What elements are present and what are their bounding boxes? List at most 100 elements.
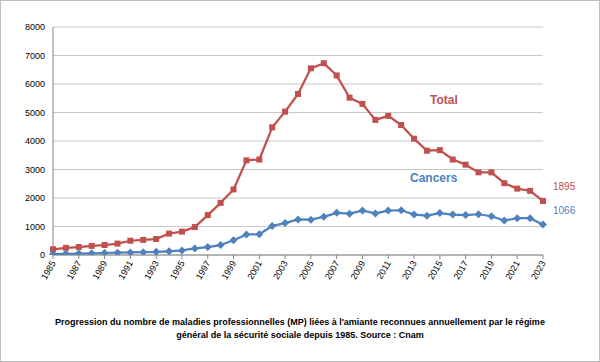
point-marker bbox=[359, 101, 365, 107]
point-marker bbox=[513, 214, 521, 222]
point-marker bbox=[204, 243, 212, 251]
point-marker bbox=[152, 248, 160, 255]
point-marker bbox=[539, 221, 547, 229]
x-tick-label: 1987 bbox=[65, 259, 84, 281]
y-tick-label: 0 bbox=[40, 250, 45, 260]
point-marker bbox=[205, 212, 211, 218]
point-marker bbox=[398, 122, 404, 128]
point-marker bbox=[282, 109, 288, 115]
point-marker bbox=[126, 248, 134, 255]
grid-line bbox=[53, 141, 543, 142]
point-marker bbox=[333, 209, 341, 217]
x-tick bbox=[104, 255, 105, 259]
y-tick-label: 5000 bbox=[25, 108, 45, 118]
point-marker bbox=[178, 246, 186, 254]
point-marker bbox=[166, 231, 172, 237]
x-tick bbox=[336, 255, 337, 259]
point-marker bbox=[76, 244, 82, 250]
point-marker bbox=[384, 207, 392, 215]
x-tick-label: 2011 bbox=[375, 259, 393, 281]
y-tick-label: 4000 bbox=[25, 136, 45, 146]
grid-line bbox=[53, 84, 543, 85]
x-tick-label: 2019 bbox=[477, 259, 496, 281]
point-marker bbox=[500, 217, 508, 225]
y-grid bbox=[53, 27, 543, 255]
chart-frame bbox=[0, 0, 600, 362]
point-marker bbox=[320, 213, 328, 221]
point-marker bbox=[526, 214, 534, 222]
grid-line bbox=[53, 112, 543, 113]
x-tick-label: 2001 bbox=[245, 259, 264, 281]
y-tick-label: 3000 bbox=[25, 165, 45, 175]
point-marker bbox=[410, 211, 418, 219]
series-line bbox=[53, 210, 543, 254]
point-marker bbox=[449, 211, 457, 219]
point-marker bbox=[269, 124, 275, 130]
data-label: 1895 bbox=[553, 181, 576, 192]
caption: Progression du nombre de maladies profes… bbox=[55, 316, 545, 342]
x-axis bbox=[53, 255, 543, 256]
x-tick bbox=[543, 255, 544, 259]
x-tick bbox=[439, 255, 440, 259]
point-marker bbox=[294, 215, 302, 223]
point-marker bbox=[268, 222, 276, 230]
point-marker bbox=[101, 249, 109, 255]
point-marker bbox=[231, 186, 237, 192]
point-marker bbox=[476, 169, 482, 175]
point-marker bbox=[113, 249, 121, 255]
y-tick-label: 7000 bbox=[25, 51, 45, 61]
point-marker bbox=[462, 211, 470, 219]
x-tick bbox=[53, 255, 54, 259]
x-tick-label: 1985 bbox=[39, 259, 58, 281]
point-marker bbox=[487, 212, 495, 220]
y-tick-label: 1000 bbox=[25, 222, 45, 232]
point-marker bbox=[88, 249, 96, 255]
x-tick-label: 2021 bbox=[503, 259, 522, 281]
x-tick bbox=[310, 255, 311, 259]
x-tick bbox=[465, 255, 466, 259]
x-tick bbox=[388, 255, 389, 259]
x-tick-label: 2013 bbox=[400, 259, 419, 281]
y-axis bbox=[53, 27, 54, 255]
point-marker bbox=[423, 212, 431, 220]
point-marker bbox=[255, 230, 263, 238]
point-marker bbox=[89, 243, 95, 249]
point-marker bbox=[385, 113, 391, 119]
x-tick-label: 1993 bbox=[142, 259, 161, 281]
point-marker bbox=[114, 241, 120, 247]
point-marker bbox=[527, 188, 533, 194]
x-tick-label: 2017 bbox=[452, 259, 471, 281]
x-tick-label: 1989 bbox=[91, 259, 110, 281]
point-marker bbox=[321, 60, 327, 66]
point-marker bbox=[140, 237, 146, 243]
point-marker bbox=[358, 207, 366, 215]
x-tick bbox=[207, 255, 208, 259]
x-tick bbox=[285, 255, 286, 259]
x-tick bbox=[362, 255, 363, 259]
point-marker bbox=[62, 250, 70, 255]
point-marker bbox=[411, 136, 417, 142]
point-marker bbox=[217, 241, 225, 249]
point-marker bbox=[397, 206, 405, 214]
y-tick-label: 8000 bbox=[25, 22, 45, 32]
point-marker bbox=[514, 186, 520, 192]
point-marker bbox=[372, 117, 378, 123]
point-marker bbox=[256, 157, 262, 163]
x-tick-label: 2023 bbox=[529, 259, 548, 281]
point-marker bbox=[307, 216, 315, 224]
point-marker bbox=[437, 147, 443, 153]
x-tick-label: 1997 bbox=[194, 259, 213, 281]
grid-line bbox=[53, 169, 543, 170]
chart: 0100020003000400050006000700080001985198… bbox=[0, 0, 600, 362]
series-label: Cancers bbox=[410, 171, 458, 185]
x-tick bbox=[517, 255, 518, 259]
x-tick bbox=[156, 255, 157, 259]
point-marker bbox=[450, 157, 456, 163]
x-tick-label: 2003 bbox=[271, 259, 290, 281]
point-marker bbox=[371, 209, 379, 217]
point-marker bbox=[488, 169, 494, 175]
point-marker bbox=[501, 180, 507, 186]
point-marker bbox=[165, 247, 173, 255]
point-marker bbox=[463, 162, 469, 168]
point-marker bbox=[295, 91, 301, 97]
